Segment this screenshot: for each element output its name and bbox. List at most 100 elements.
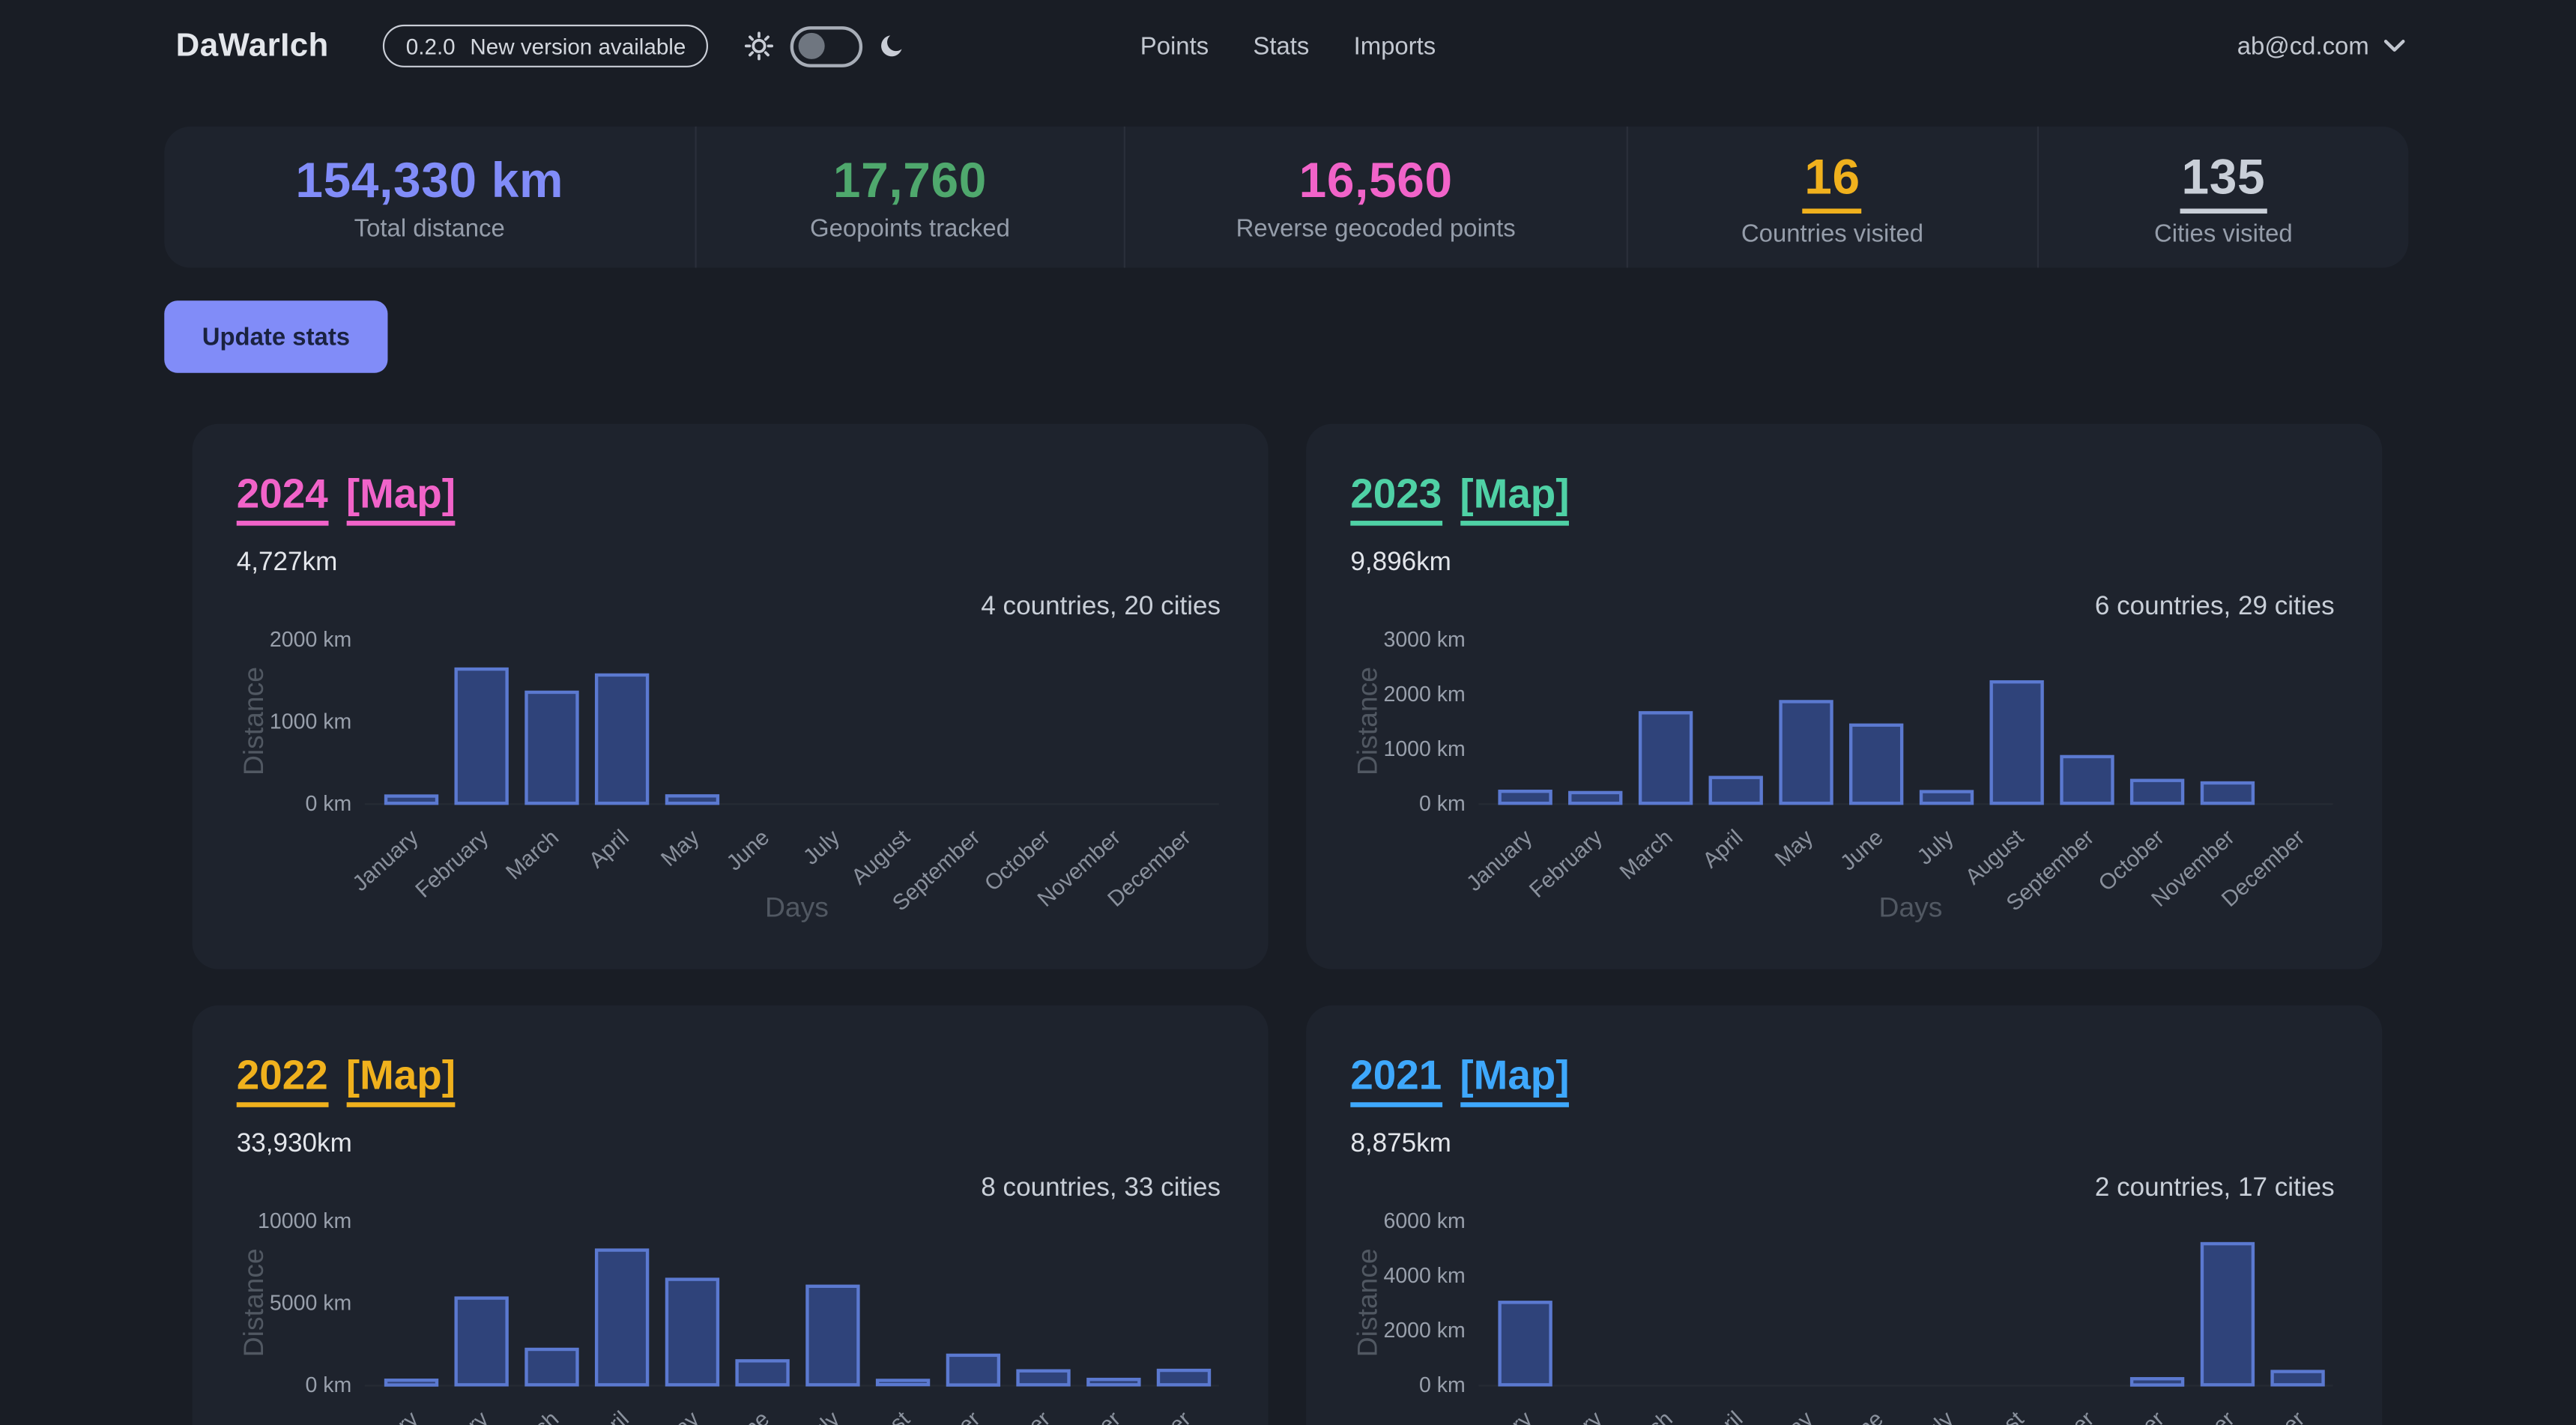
year-link-2023[interactable]: 2023 xyxy=(1350,472,1442,525)
svg-text:July: July xyxy=(1912,1406,1958,1425)
toggle-knob xyxy=(799,32,826,59)
svg-text:2000 km: 2000 km xyxy=(270,627,351,651)
svg-text:0 km: 0 km xyxy=(305,1373,351,1397)
user-menu[interactable]: ab@cd.com xyxy=(2237,32,2405,60)
year-distance: 9,896km xyxy=(1350,548,1451,576)
svg-text:June: June xyxy=(722,1406,774,1425)
geopoints-value: 17,760 xyxy=(832,154,988,209)
svg-text:0 km: 0 km xyxy=(305,791,351,815)
svg-text:6000 km: 6000 km xyxy=(1383,1208,1465,1232)
svg-text:August: August xyxy=(847,1406,915,1425)
total-distance-value: 154,330 km xyxy=(295,154,564,209)
card-title: 2021 [Map] xyxy=(1350,1053,2338,1107)
map-link-2021[interactable]: [Map] xyxy=(1460,1053,1570,1107)
svg-text:Distance: Distance xyxy=(238,1247,269,1356)
svg-text:2000 km: 2000 km xyxy=(1383,682,1465,706)
svg-text:2000 km: 2000 km xyxy=(1383,1318,1465,1342)
svg-text:Distance: Distance xyxy=(1351,666,1382,775)
year-distance: 33,930km xyxy=(236,1129,352,1158)
nav-stats[interactable]: Stats xyxy=(1253,31,1310,61)
svg-text:Distance: Distance xyxy=(238,666,269,775)
svg-text:June: June xyxy=(722,824,774,874)
reverse-geocoded-value: 16,560 xyxy=(1298,154,1453,209)
stat-reverse-geocoded: 16,560 Reverse geocoded points xyxy=(1123,126,1627,268)
svg-text:February: February xyxy=(411,824,493,902)
stat-total-distance: 154,330 km Total distance xyxy=(164,127,695,268)
version-number: 0.2.0 xyxy=(405,33,456,58)
svg-text:May: May xyxy=(656,824,704,871)
svg-text:June: June xyxy=(1836,1406,1888,1425)
card-title: 2022 [Map] xyxy=(236,1053,1224,1107)
stats-summary-panel: 154,330 km Total distance 17,760 Geopoin… xyxy=(164,126,2409,268)
svg-text:April: April xyxy=(584,824,634,872)
svg-text:1000 km: 1000 km xyxy=(270,709,351,733)
theme-switcher xyxy=(745,25,906,67)
nav-imports[interactable]: Imports xyxy=(1353,31,1436,61)
svg-text:July: July xyxy=(799,1406,844,1425)
year-summary: 2 countries, 17 cities xyxy=(2094,1173,2335,1202)
map-link-2024[interactable]: [Map] xyxy=(345,472,456,525)
svg-text:January: January xyxy=(348,1406,423,1425)
year-link-2021[interactable]: 2021 xyxy=(1350,1053,1442,1107)
svg-text:April: April xyxy=(1698,824,1747,872)
main-nav: Points Stats Imports xyxy=(1140,32,1436,60)
svg-text:Days: Days xyxy=(765,890,829,922)
svg-text:February: February xyxy=(411,1406,493,1425)
svg-text:1000 km: 1000 km xyxy=(1383,736,1465,760)
geopoints-label: Geopoints tracked xyxy=(809,215,1010,243)
reverse-geocoded-label: Reverse geocoded points xyxy=(1236,215,1516,243)
year-card-2021: 2021 [Map] 8,875km 2 countries, 17 citie… xyxy=(1306,1005,2383,1425)
svg-text:March: March xyxy=(501,824,563,884)
cities-visited-link[interactable]: 135 xyxy=(2180,151,2267,213)
theme-toggle[interactable] xyxy=(790,25,864,67)
sun-icon xyxy=(745,31,775,61)
map-link-2023[interactable]: [Map] xyxy=(1460,472,1570,525)
svg-text:August: August xyxy=(1961,824,2029,889)
svg-text:August: August xyxy=(847,824,915,889)
version-message: New version available xyxy=(470,33,686,58)
svg-text:August: August xyxy=(1961,1406,2029,1425)
stat-cities: 135 Cities visited xyxy=(2037,126,2408,268)
year-card-2023: 2023 [Map] 9,896km 6 countries, 29 citie… xyxy=(1306,423,2383,969)
svg-text:October: October xyxy=(2093,1406,2168,1425)
moon-icon xyxy=(882,35,903,57)
card-title: 2023 [Map] xyxy=(1350,472,2338,525)
svg-text:10000 km: 10000 km xyxy=(258,1208,351,1232)
svg-text:July: July xyxy=(1912,824,1958,869)
svg-text:5000 km: 5000 km xyxy=(270,1291,351,1315)
year-distance: 8,875km xyxy=(1350,1129,1451,1158)
map-link-2022[interactable]: [Map] xyxy=(345,1053,456,1107)
countries-visited-link[interactable]: 16 xyxy=(1803,151,1862,213)
nav-points[interactable]: Points xyxy=(1140,31,1209,61)
svg-text:July: July xyxy=(799,824,844,869)
svg-text:March: March xyxy=(501,1406,563,1425)
svg-text:4000 km: 4000 km xyxy=(1383,1263,1465,1287)
svg-text:June: June xyxy=(1836,824,1888,874)
chevron-down-icon xyxy=(2383,40,2405,52)
svg-text:May: May xyxy=(656,1406,704,1425)
top-navbar: DaWarIch 0.2.0 New version available Poi xyxy=(0,0,2576,92)
user-email: ab@cd.com xyxy=(2237,31,2369,61)
update-stats-button[interactable]: Update stats xyxy=(164,300,388,373)
svg-text:February: February xyxy=(1525,1406,1607,1425)
year-card-2022: 2022 [Map] 33,930km 8 countries, 33 citi… xyxy=(192,1005,1269,1425)
year-link-2022[interactable]: 2022 xyxy=(236,1053,328,1107)
year-cards-grid: 2024 [Map] 4,727km 4 countries, 20 citie… xyxy=(192,423,2383,1425)
stat-countries: 16 Countries visited xyxy=(1626,126,2037,268)
year-card-2024: 2024 [Map] 4,727km 4 countries, 20 citie… xyxy=(192,423,1269,969)
year-link-2024[interactable]: 2024 xyxy=(236,472,328,525)
svg-text:3000 km: 3000 km xyxy=(1383,627,1465,651)
svg-text:Days: Days xyxy=(1879,890,1943,922)
card-title: 2024 [Map] xyxy=(236,472,1224,525)
app-logo[interactable]: DaWarIch xyxy=(175,27,329,64)
year-summary: 8 countries, 33 cities xyxy=(981,1173,1221,1202)
countries-visited-label: Countries visited xyxy=(1741,219,1924,247)
version-badge[interactable]: 0.2.0 New version available xyxy=(383,24,710,67)
svg-text:0 km: 0 km xyxy=(1419,791,1466,815)
svg-text:May: May xyxy=(1771,1406,1818,1425)
distance-bar-chart-2021[interactable]: 0 km 2000 km 4000 km 6000 km JanuaryFebruary… xyxy=(1350,1206,2336,1425)
